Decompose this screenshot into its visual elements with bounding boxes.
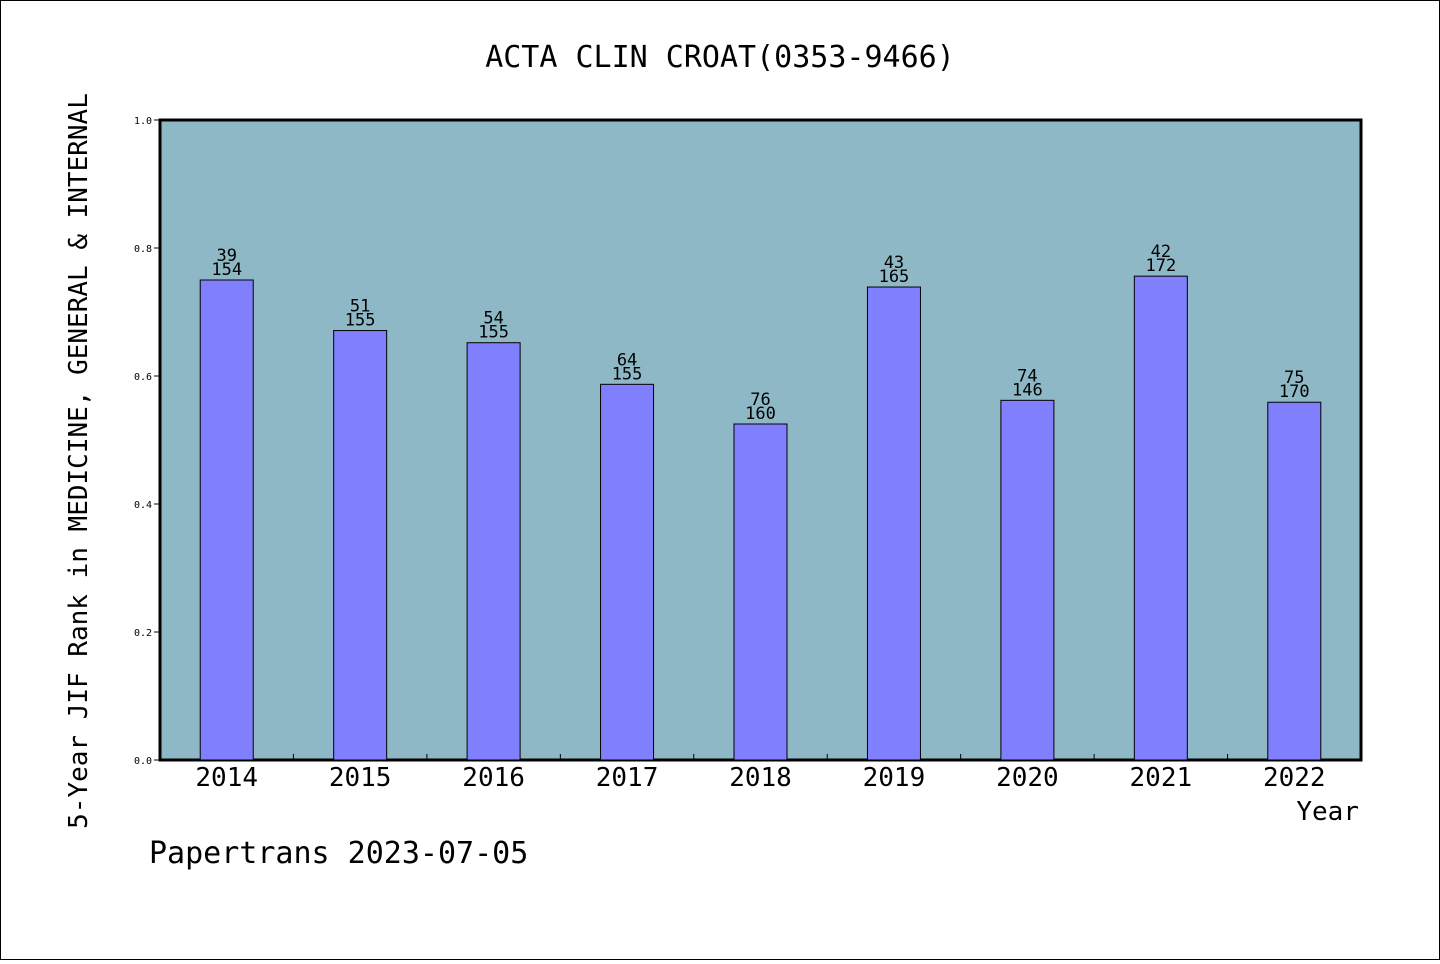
bar-total-label: 155: [478, 323, 509, 343]
bar-2021: [1133, 275, 1188, 761]
y-tick-label: 0.6: [134, 372, 152, 383]
y-tick-label: 0.8: [134, 244, 152, 255]
footer-credit: Papertrans 2023-07-05: [149, 836, 528, 871]
x-axis-label: Year: [1296, 797, 1359, 827]
x-tick-label: 2021: [1130, 763, 1193, 793]
bar-rank-label: 76: [750, 390, 770, 410]
bar-total-label: 155: [345, 311, 376, 331]
x-tick-label: 2017: [596, 763, 659, 793]
x-axis: 2014 2015 2016 2017 2018 2019 2020 2021 2022: [195, 754, 1326, 793]
x-tick-label: 2019: [863, 763, 926, 793]
chart-title: ACTA CLIN CROAT(0353-9466): [485, 40, 955, 75]
y-axis: 0.0 0.2 0.4 0.6 0.8 1.0: [134, 116, 160, 767]
bar-total-label: 160: [745, 404, 776, 424]
y-tick-label: 1.0: [134, 116, 152, 127]
bar-rank-label: 39: [216, 246, 236, 266]
bar-2016: [466, 342, 521, 761]
bar-rank-label: 75: [1284, 368, 1304, 388]
bar-2020: [1000, 399, 1055, 761]
bar-2018: [733, 423, 788, 761]
x-tick-label: 2018: [729, 763, 792, 793]
y-tick-label: 0.2: [134, 628, 152, 639]
bar-rank-label: 74: [1017, 366, 1037, 386]
bar-total-label: 172: [1145, 256, 1176, 276]
bar-2017: [600, 383, 655, 761]
x-tick-label: 2016: [462, 763, 525, 793]
bar-2014: [199, 279, 254, 761]
bar-total-label: 146: [1012, 380, 1043, 400]
y-tick-label: 0.4: [134, 500, 152, 511]
bar-rank-label: 64: [617, 350, 637, 370]
bar-2019: [866, 286, 921, 761]
bar-2022: [1267, 401, 1322, 761]
x-tick-label: 2022: [1263, 763, 1326, 793]
bar-rank-label: 54: [483, 309, 503, 329]
bar-series: [199, 275, 1322, 761]
y-tick-label: 0.0: [134, 756, 152, 767]
y-axis-label: 5-Year JIF Rank in MEDICINE, GENERAL & I…: [64, 93, 94, 829]
x-tick-label: 2014: [195, 763, 258, 793]
bar-rank-label: 43: [884, 253, 904, 273]
bar-rank-label: 51: [350, 297, 370, 317]
bar-total-label: 154: [211, 260, 242, 280]
x-tick-label: 2015: [329, 763, 392, 793]
x-tick-label: 2020: [996, 763, 1059, 793]
bar-total-label: 165: [879, 267, 910, 287]
bar-rank-label: 42: [1151, 242, 1171, 262]
bar-total-label: 170: [1279, 382, 1310, 402]
bar-total-label: 155: [612, 364, 643, 384]
bar-2015: [333, 330, 388, 761]
